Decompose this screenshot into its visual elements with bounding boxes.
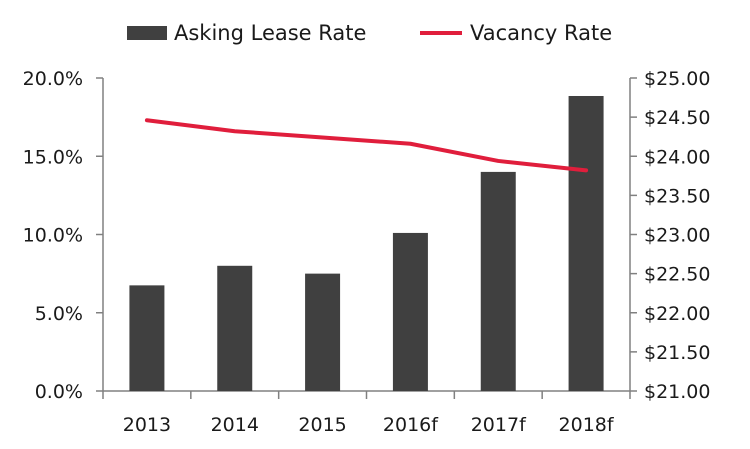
- right-axis-ticks: $21.00 $21.50 $22.00 $22.50 $23.00 $23.50 $24.…: [630, 68, 710, 403]
- right-tick-label: $21.50: [644, 342, 710, 364]
- x-tick-label: 2017f: [471, 414, 527, 436]
- left-axis-ticks: 0.0% 5.0% 10.0% 15.0% 20.0%: [23, 68, 103, 403]
- legend: Asking Lease Rate Vacancy Rate: [127, 21, 612, 45]
- x-tick-label: 2013: [123, 414, 171, 436]
- x-tick-label: 2014: [211, 414, 259, 436]
- legend-swatch-asking-lease-rate: [127, 26, 167, 40]
- left-tick-label: 0.0%: [35, 381, 83, 403]
- right-tick-label: $22.50: [644, 264, 710, 286]
- left-tick-label: 5.0%: [35, 303, 83, 325]
- bar-series-asking-lease-rate: [129, 95, 604, 391]
- right-tick-label: $23.50: [644, 185, 710, 207]
- bar-asking-lease-rate: [568, 95, 604, 391]
- x-tick-label: 2016f: [383, 414, 439, 436]
- legend-label-vacancy-rate: Vacancy Rate: [470, 21, 612, 45]
- right-tick-label: $24.50: [644, 107, 710, 129]
- left-tick-label: 20.0%: [23, 68, 83, 90]
- right-tick-label: $25.00: [644, 68, 710, 90]
- bar-asking-lease-rate: [129, 285, 165, 391]
- left-tick-label: 15.0%: [23, 146, 83, 168]
- left-tick-label: 10.0%: [23, 225, 83, 247]
- bar-asking-lease-rate: [480, 171, 516, 391]
- right-tick-label: $22.00: [644, 303, 710, 325]
- right-tick-label: $21.00: [644, 381, 710, 403]
- x-tick-label: 2018f: [559, 414, 615, 436]
- bar-asking-lease-rate: [392, 232, 428, 391]
- bar-asking-lease-rate: [305, 273, 341, 391]
- bar-asking-lease-rate: [217, 265, 253, 391]
- right-tick-label: $24.00: [644, 146, 710, 168]
- x-axis-ticks: 2013 2014 2015 2016f 2017f 2018f: [102, 391, 631, 436]
- legend-label-asking-lease-rate: Asking Lease Rate: [174, 21, 366, 45]
- right-tick-label: $23.00: [644, 225, 710, 247]
- line-vacancy-rate: [144, 118, 589, 173]
- x-tick-label: 2015: [298, 414, 346, 436]
- line-series-vacancy-rate: [144, 118, 589, 173]
